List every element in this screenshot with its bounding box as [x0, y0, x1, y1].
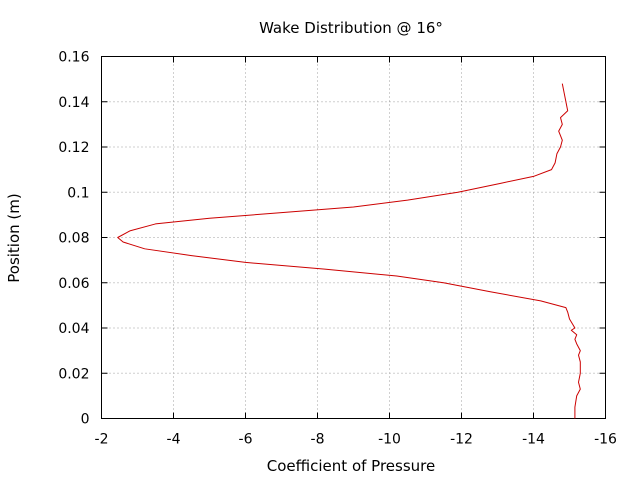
y-tick-label: 0.06 — [58, 276, 89, 292]
x-tick-label: -4 — [167, 432, 181, 448]
y-tick-label: 0.1 — [67, 185, 89, 201]
x-tick-label: -8 — [311, 432, 325, 448]
series-group — [117, 83, 581, 419]
x-axis-title: Coefficient of Pressure — [267, 457, 435, 475]
axis-ticks — [101, 56, 606, 419]
y-axis-title: Position (m) — [5, 193, 23, 283]
x-tick-label: -14 — [522, 432, 545, 448]
y-tick-label: 0.02 — [58, 366, 89, 382]
y-tick-label: 0.04 — [58, 321, 89, 337]
x-tick-label: -16 — [594, 432, 617, 448]
x-axis-tick-labels: -2 -4 -6 -8 -10 -12 -14 -16 — [95, 432, 618, 448]
series-line-0 — [117, 83, 581, 419]
y-tick-label: 0.14 — [58, 95, 89, 111]
y-tick-label: 0.12 — [58, 140, 89, 156]
x-tick-label: -2 — [95, 432, 109, 448]
y-tick-label: 0 — [81, 412, 90, 428]
y-tick-label: 0.16 — [58, 50, 89, 66]
x-tick-label: -10 — [378, 432, 401, 448]
y-tick-label: 0.08 — [58, 231, 89, 247]
chart-title: Wake Distribution @ 16° — [259, 19, 443, 37]
y-axis-tick-labels: 0 0.02 0.04 0.06 0.08 0.1 0.12 0.14 0.16 — [58, 50, 89, 428]
x-tick-label: -12 — [450, 432, 473, 448]
x-tick-label: -6 — [239, 432, 253, 448]
grid — [101, 56, 606, 419]
